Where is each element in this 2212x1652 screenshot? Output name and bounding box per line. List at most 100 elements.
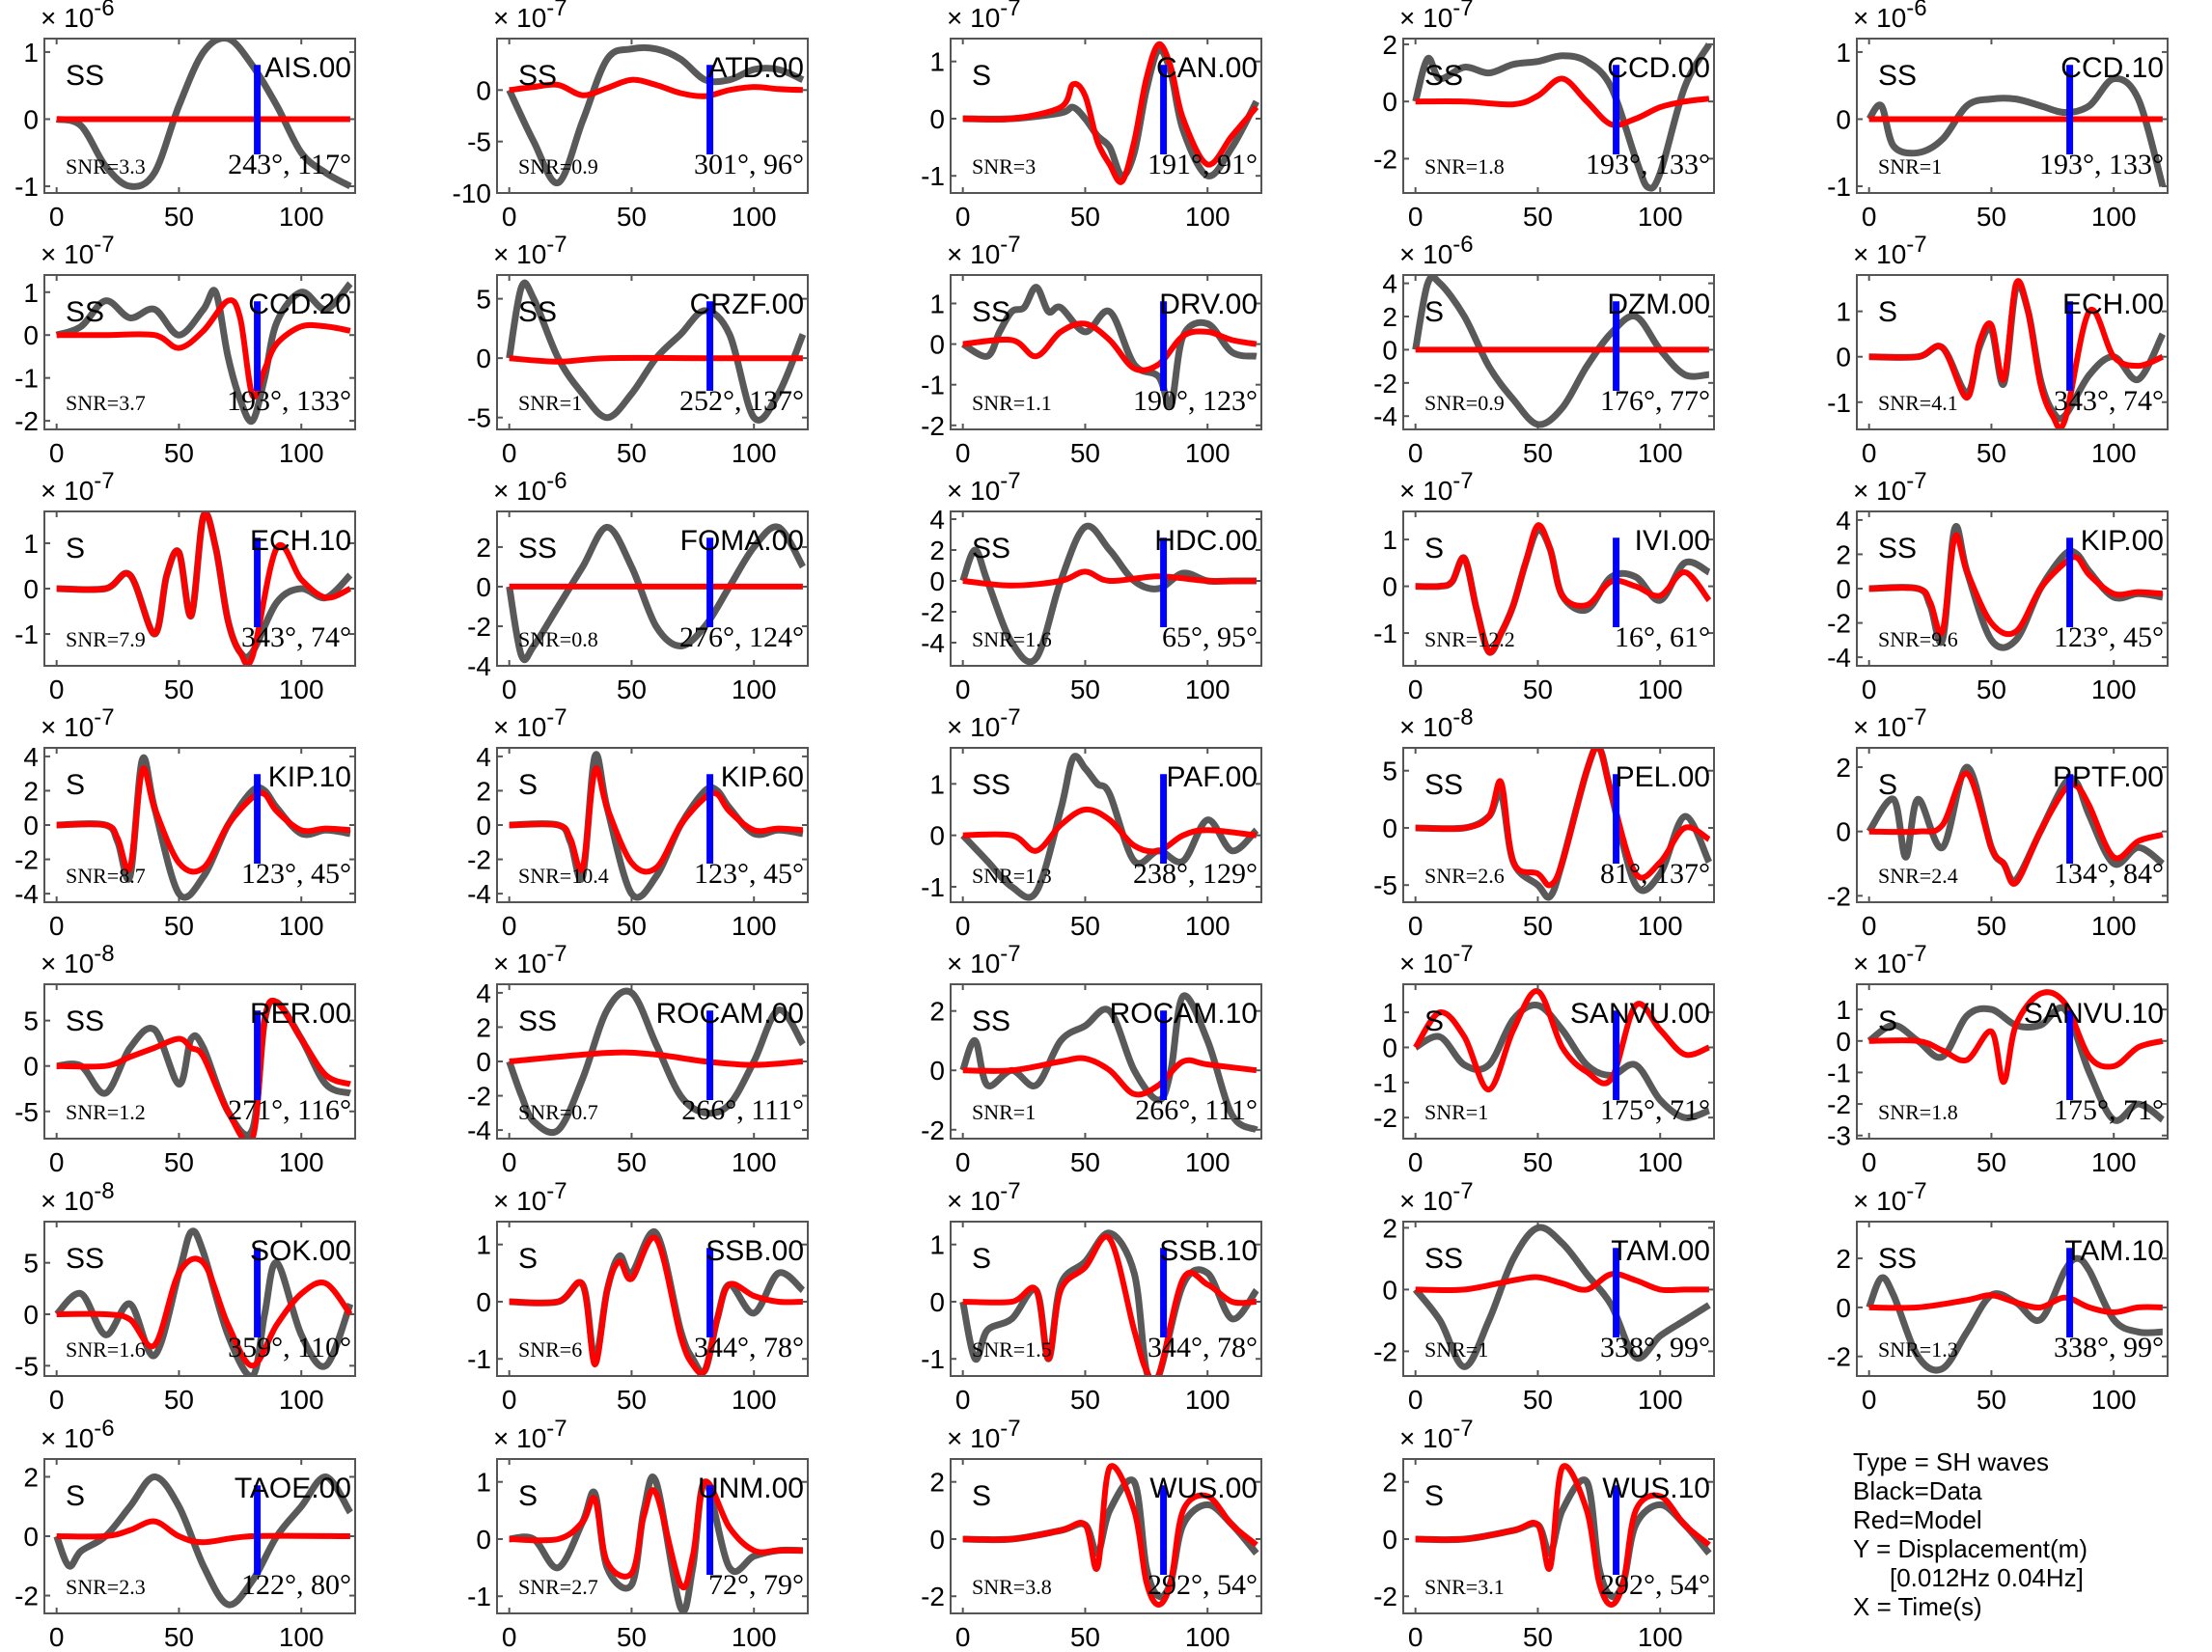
phase-label: SS xyxy=(1878,60,1917,92)
model-trace xyxy=(56,1255,353,1369)
subplot-ccd-10: -1 0 1 0 50 100 × 10-6 SS CCD.10 SNR=1 193°, 133° xyxy=(1827,0,2169,232)
x-tick-label: 0 xyxy=(502,675,517,704)
y-tick-label: 0 xyxy=(1836,1027,1851,1057)
x-tick-label: 0 xyxy=(1862,1385,1877,1415)
phase-label: S xyxy=(66,769,85,801)
angles-label: 175°, 71° xyxy=(1600,1094,1710,1126)
y-tick-label: 0 xyxy=(929,1525,945,1555)
x-tick-label: 50 xyxy=(1977,911,2006,941)
station-label: SSB.00 xyxy=(705,1235,804,1267)
y-tick-label: 0 xyxy=(1382,1032,1397,1062)
axes-box xyxy=(1402,1458,1715,1614)
angles-label: 65°, 95° xyxy=(1162,621,1258,653)
y-exponent-label: × 10-7 xyxy=(1399,1416,1474,1453)
x-tick-label: 0 xyxy=(49,1385,65,1415)
phase-label: S xyxy=(972,1480,991,1512)
y-tick-label: 0 xyxy=(1836,343,1851,372)
y-tick-label: 0 xyxy=(1836,104,1851,134)
y-exponent-label: × 10-7 xyxy=(493,0,567,33)
x-tick-label: 50 xyxy=(617,675,647,704)
phase-label: SS xyxy=(66,60,104,92)
subplot-tam-00: -2 0 2 0 50 100 × 10-7 SS TAM.00 SNR=1 338°, 99° xyxy=(1373,1178,1715,1415)
y-exponent-label: × 10-7 xyxy=(41,704,115,742)
model-trace xyxy=(1415,1463,1711,1609)
station-label: SSB.10 xyxy=(1159,1235,1258,1267)
y-tick-label: 0 xyxy=(23,811,39,840)
station-label: UNM.00 xyxy=(698,1473,804,1504)
x-tick-label: 0 xyxy=(955,911,971,941)
x-tick-label: 50 xyxy=(617,1147,647,1177)
data-trace xyxy=(1412,1224,1711,1370)
snr-label: SNR=4.1 xyxy=(1878,391,1958,415)
angles-label: 175°, 71° xyxy=(2054,1094,2164,1126)
x-tick-label: 0 xyxy=(1862,202,1877,232)
model-trace xyxy=(1868,989,2164,1086)
subplot-ech-00: -1 0 1 0 50 100 × 10-7 S ECH.00 SNR=4.1 343°, 74° xyxy=(1827,232,2169,468)
y-tick-label: 0 xyxy=(476,1047,491,1077)
data-trace xyxy=(509,1473,803,1613)
axes-box xyxy=(43,38,356,194)
station-label: ROCAM.10 xyxy=(1110,998,1258,1030)
phase-label: S xyxy=(1878,296,1897,328)
y-tick-label: 0 xyxy=(23,1300,39,1330)
x-tick-label: 50 xyxy=(164,675,194,704)
subplot-ccd-20: -2 -1 0 1 0 50 100 × 10-7 SS CCD.20 SNR=3.7 193°, 1… xyxy=(14,232,356,468)
y-tick-label: 1 xyxy=(1836,38,1851,68)
y-exponent-label: × 10-6 xyxy=(41,0,115,33)
y-tick-label: -2 xyxy=(14,1582,39,1611)
y-exponent-label: × 10-7 xyxy=(1399,941,1474,978)
y-tick-label: 1 xyxy=(929,1230,945,1260)
figure-legend: Type = SH waves Black=Data Red=Model Y =… xyxy=(1853,1447,2200,1621)
angles-label: 122°, 80° xyxy=(241,1569,351,1601)
x-tick-label: 100 xyxy=(279,438,324,468)
y-tick-label: -5 xyxy=(467,127,491,157)
y-tick-label: -1 xyxy=(921,872,945,902)
phase-label: SS xyxy=(66,296,104,328)
y-tick-label: -1 xyxy=(14,620,39,649)
legend-yaxis: Y = Displacement(m) xyxy=(1853,1534,2088,1563)
x-tick-label: 0 xyxy=(49,1622,65,1652)
subplot-sanvu-00: -2 -1 0 1 0 50 100 × 10-7 S SANVU.00 SNR=1 175°, 71… xyxy=(1373,941,1715,1177)
x-tick-label: 0 xyxy=(1408,911,1424,941)
data-trace xyxy=(1413,1002,1711,1121)
y-tick-label: 1 xyxy=(23,38,39,68)
phase-label: SS xyxy=(518,60,557,92)
x-tick-label: 0 xyxy=(502,911,517,941)
snr-label: SNR=6 xyxy=(518,1337,582,1362)
phase-label: S xyxy=(66,1480,85,1512)
axes-box xyxy=(950,747,1262,903)
y-exponent-label: × 10-7 xyxy=(947,941,1021,978)
axes-box xyxy=(1856,747,2169,903)
x-tick-label: 100 xyxy=(1185,1385,1230,1415)
subplot-ais-00: -1 0 1 0 50 100 × 10-6 SS AIS.00 SNR=3.3 243°, 117… xyxy=(14,0,356,232)
y-tick-label: 2 xyxy=(1382,30,1397,60)
x-tick-label: 50 xyxy=(617,1385,647,1415)
axes-box xyxy=(496,1221,809,1377)
angles-label: 193°, 133° xyxy=(227,385,351,417)
y-tick-label: 1 xyxy=(929,769,945,799)
x-tick-label: 50 xyxy=(1977,1385,2006,1415)
data-trace xyxy=(54,1227,354,1376)
data-trace xyxy=(1412,42,1712,192)
phase-label: SS xyxy=(1424,60,1463,92)
angles-label: 72°, 79° xyxy=(708,1569,804,1601)
station-label: TAM.00 xyxy=(1611,1235,1710,1267)
y-tick-label: -2 xyxy=(1373,369,1397,399)
subplot-ccd-00: -2 0 2 0 50 100 × 10-7 SS CCD.00 SNR=1.8 193°, 133… xyxy=(1373,0,1715,232)
x-tick-label: 100 xyxy=(279,675,324,704)
y-tick-label: 2 xyxy=(929,1468,945,1498)
subplot-paf-00: -1 0 1 0 50 100 × 10-7 SS PAF.00 SNR=1.3 238°, 129… xyxy=(921,704,1262,941)
y-tick-label: 0 xyxy=(1382,1525,1397,1555)
phase-label: S xyxy=(518,769,538,801)
axes-box xyxy=(1856,1221,2169,1377)
station-label: CCD.00 xyxy=(1607,52,1710,84)
x-tick-label: 0 xyxy=(49,202,65,232)
angles-label: 252°, 137° xyxy=(679,385,804,417)
y-tick-label: 1 xyxy=(23,529,39,559)
y-exponent-label: × 10-7 xyxy=(493,232,567,269)
snr-label: SNR=1 xyxy=(1424,1100,1488,1124)
phase-label: SS xyxy=(972,533,1010,564)
subplot-unm-00: -1 0 1 0 50 100 × 10-7 S UNM.00 SNR=2.7 72°, 79° xyxy=(467,1416,809,1652)
